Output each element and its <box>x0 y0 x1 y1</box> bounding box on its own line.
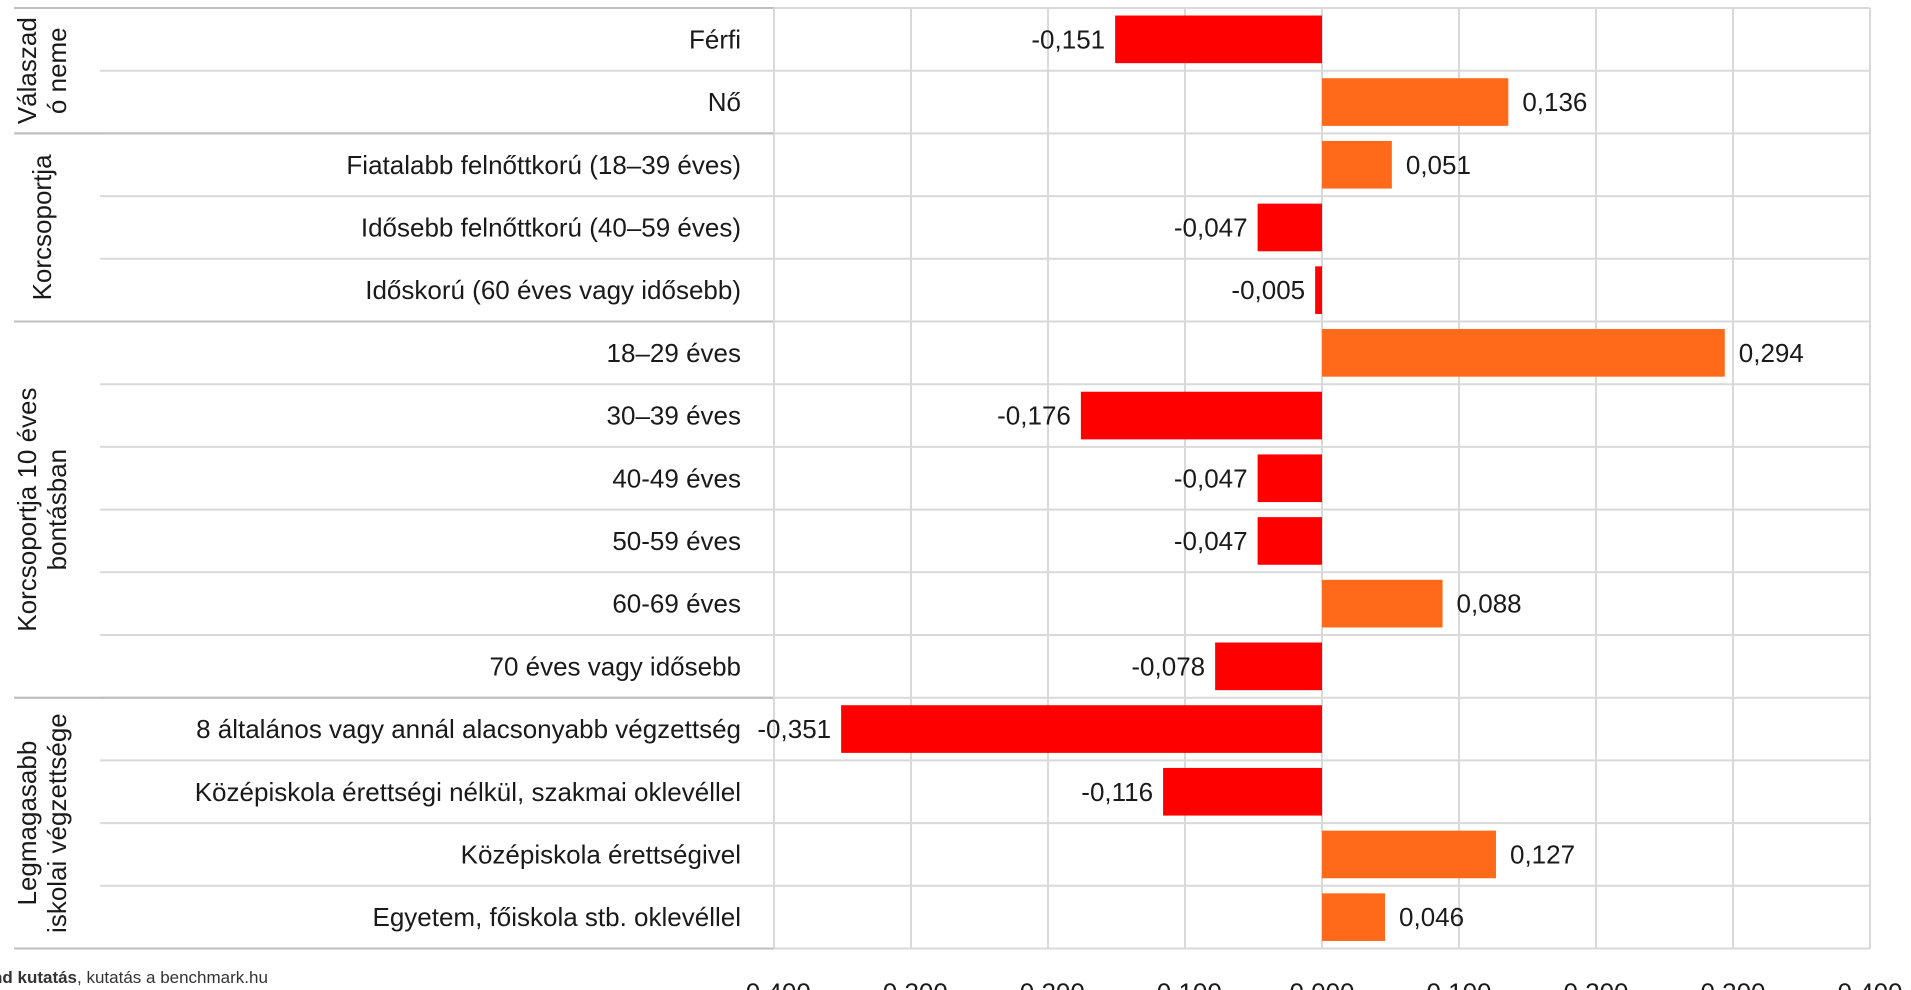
value-label-3: -0,047 <box>1174 212 1248 242</box>
bar-3 <box>1257 203 1322 252</box>
value-label-12: -0,116 <box>1081 777 1153 807</box>
bar-12 <box>1163 767 1322 816</box>
value-label-8: -0,047 <box>1174 526 1248 556</box>
axis-layer: -0,400 -0,300 -0,200 -0,100 0,000 0,100 0,200 0… <box>737 978 1902 990</box>
x-tick-label-4: 0,000 <box>1289 978 1354 990</box>
group-label-3-line-0: Legmagasabb <box>12 741 42 906</box>
category-label-6: 30–39 éves <box>607 401 741 431</box>
bar-6 <box>1080 391 1322 440</box>
category-label-5: 18–29 éves <box>607 338 741 368</box>
category-label-2: Fiatalabb felnőttkorú (18–39 éves) <box>346 150 741 180</box>
category-label-12: Középiskola érettségi nélkül, szakmai ok… <box>195 777 741 807</box>
x-tick-label-3: -0,100 <box>1148 978 1222 990</box>
x-tick-label-8: 0,400 <box>1837 978 1902 990</box>
x-tick-label-1: -0,300 <box>874 978 948 990</box>
group-label-3-line-1: iskolai végzettsége <box>42 713 72 933</box>
value-label-2: 0,051 <box>1406 150 1471 180</box>
category-label-1: Nő <box>708 87 741 117</box>
value-label-6: -0,176 <box>997 401 1071 431</box>
category-label-14: Egyetem, főiskola stb. oklevéllel <box>372 902 741 932</box>
value-label-14: 0,046 <box>1399 902 1464 932</box>
bar-11 <box>841 705 1322 753</box>
bar-9 <box>1322 579 1443 628</box>
category-label-3: Idősebb felnőttkorú (40–59 éves) <box>361 212 741 242</box>
bar-13 <box>1322 830 1496 879</box>
footnote-text: , kutatás a benchmark.hu <box>77 968 268 987</box>
value-label-4: -0,005 <box>1231 275 1305 305</box>
value-label-13: 0,127 <box>1510 839 1575 869</box>
bar-14 <box>1322 893 1386 941</box>
value-label-5: 0,294 <box>1739 338 1804 368</box>
group-label-0-line-0: Válaszad <box>12 17 42 124</box>
value-label-9: 0,088 <box>1457 589 1522 619</box>
grid-layer <box>14 7 1871 950</box>
category-label-4: Időskorú (60 éves vagy idősebb) <box>365 275 741 305</box>
group-label-2-line-1: bontásban <box>42 449 72 570</box>
bar-8 <box>1257 517 1322 565</box>
value-label-0: -0,151 <box>1031 24 1105 54</box>
value-label-7: -0,047 <box>1174 463 1248 493</box>
value-label-1: 0,136 <box>1522 87 1587 117</box>
bar-2 <box>1322 140 1392 189</box>
group-label-1-line-0: Korcsoportja <box>27 154 57 300</box>
bar-4 <box>1315 266 1322 314</box>
value-label-11: -0,351 <box>757 714 831 744</box>
category-label-9: 60-69 éves <box>612 589 741 619</box>
category-label-8: 50-59 éves <box>612 526 741 556</box>
category-label-11: 8 általános vagy annál alacsonyabb végze… <box>196 714 741 744</box>
bar-7 <box>1257 454 1322 503</box>
bar-1 <box>1322 78 1509 126</box>
category-label-10: 70 éves vagy idősebb <box>489 651 741 681</box>
x-tick-label-5: 0,100 <box>1426 978 1491 990</box>
group-label-2-line-0: Korcsoportja 10 éves <box>12 387 42 631</box>
x-tick-label-6: 0,200 <box>1563 978 1628 990</box>
category-label-7: 40-49 éves <box>612 463 741 493</box>
category-label-13: Középiskola érettségivel <box>461 839 741 869</box>
bars-layer <box>841 15 1725 941</box>
group-label-0-line-1: ó neme <box>42 27 72 114</box>
x-tick-label-7: 0,300 <box>1700 978 1765 990</box>
bar-0 <box>1115 15 1322 64</box>
footnote-bold-text: nd kutatás <box>0 968 78 987</box>
x-tick-label-0: -0,400 <box>737 978 811 990</box>
bar-5 <box>1322 329 1725 377</box>
category-label-0: Férfi <box>689 24 741 54</box>
bar-10 <box>1215 642 1322 691</box>
source-footnote: nd kutatás, kutatás a benchmark.hu <box>0 968 268 988</box>
x-tick-label-2: -0,200 <box>1011 978 1085 990</box>
value-label-10: -0,078 <box>1131 651 1205 681</box>
labels-layer: -0,151 Férfi 0,136 Nő 0,051 Fiatalabb felnőtt… <box>12 17 1804 933</box>
